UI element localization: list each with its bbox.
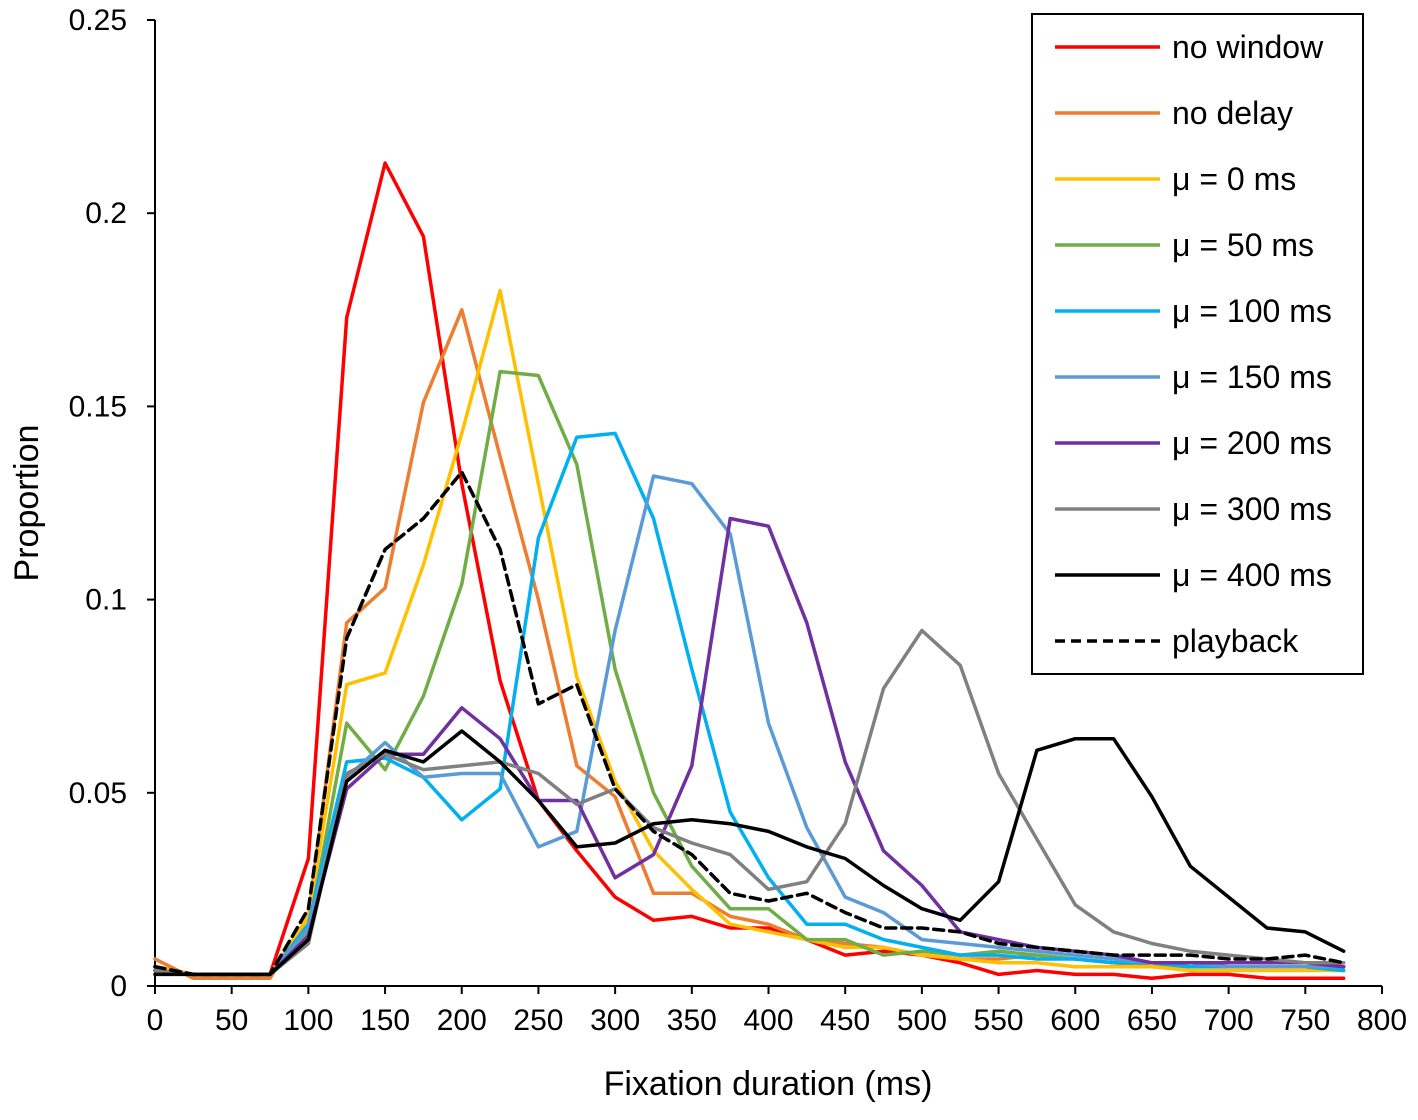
x-tick-label: 0: [147, 1004, 164, 1037]
x-tick-label: 700: [1204, 1004, 1254, 1037]
x-tick-label: 800: [1357, 1004, 1407, 1037]
legend-label: μ = 100 ms: [1172, 293, 1332, 329]
y-tick-label: 0.1: [85, 584, 127, 617]
legend-label: μ = 200 ms: [1172, 425, 1332, 461]
y-tick-label: 0.25: [69, 4, 127, 37]
x-tick-label: 750: [1280, 1004, 1330, 1037]
y-tick-label: 0.15: [69, 390, 127, 423]
x-tick-label: 550: [974, 1004, 1024, 1037]
y-tick-label: 0: [110, 970, 127, 1003]
x-tick-label: 200: [437, 1004, 487, 1037]
series-line-playback: [153, 470, 1346, 977]
legend-label: playback: [1172, 623, 1299, 659]
y-axis-title: Proportion: [8, 425, 46, 582]
legend-label: μ = 0 ms: [1172, 161, 1296, 197]
series-line-200-ms: [153, 516, 1346, 977]
legend-box: [1031, 13, 1364, 675]
series-line-400-ms: [153, 729, 1346, 977]
legend-label: μ = 50 ms: [1172, 227, 1314, 263]
x-tick-label: 600: [1050, 1004, 1100, 1037]
x-tick-label: 300: [590, 1004, 640, 1037]
x-tick-label: 500: [897, 1004, 947, 1037]
x-axis-title: Fixation duration (ms): [604, 1065, 933, 1103]
legend-label: no window: [1172, 29, 1324, 65]
legend: no window no delay μ = 0 ms μ = 50 ms μ = 10…: [1031, 13, 1364, 675]
legend-label: μ = 300 ms: [1172, 491, 1332, 527]
legend-label: μ = 400 ms: [1172, 557, 1332, 593]
series-line-300-ms: [153, 628, 1346, 977]
series-layer: [153, 161, 1346, 981]
y-tick-label: 0.05: [69, 777, 127, 810]
x-tick-label: 350: [667, 1004, 717, 1037]
legend-label: no delay: [1172, 95, 1293, 131]
x-tick-label: 450: [820, 1004, 870, 1037]
x-tick-label: 400: [743, 1004, 793, 1037]
x-tick-label: 250: [513, 1004, 563, 1037]
axes: 0 50 100 150 200 250 300 350 400 450 500 550 600 650 7…: [69, 4, 1407, 1037]
legend-label: μ = 150 ms: [1172, 359, 1332, 395]
x-tick-label: 150: [360, 1004, 410, 1037]
y-tick-label: 0.2: [85, 197, 127, 230]
series-line-0-ms: [153, 288, 1346, 977]
x-tick-label: 650: [1127, 1004, 1177, 1037]
x-tick-label: 100: [283, 1004, 333, 1037]
x-tick-label: 50: [215, 1004, 248, 1037]
